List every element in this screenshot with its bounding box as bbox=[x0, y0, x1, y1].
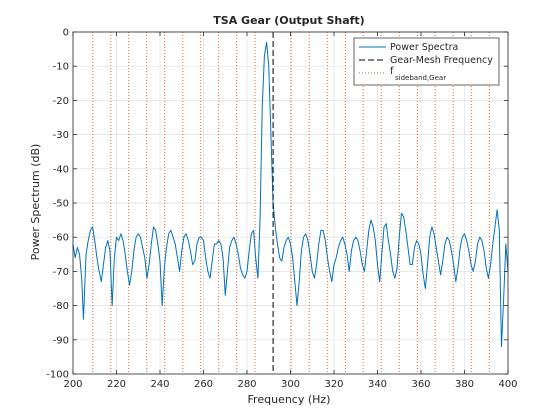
x-tick-label-5: 300 bbox=[281, 379, 300, 390]
y-tick-label-3: -30 bbox=[53, 130, 69, 141]
y-tick-label-4: -40 bbox=[53, 164, 69, 175]
x-tick-label-10: 400 bbox=[498, 379, 517, 390]
x-tick-label-1: 220 bbox=[107, 379, 126, 390]
y-tick-label-0: 0 bbox=[63, 28, 69, 39]
y-tick-label-1: -10 bbox=[53, 62, 69, 73]
y-tick-label-2: -20 bbox=[53, 96, 69, 107]
legend-box bbox=[353, 37, 500, 86]
y-tick-label-8: -80 bbox=[53, 301, 69, 312]
x-tick-label-7: 340 bbox=[368, 379, 387, 390]
x-tick-label-8: 360 bbox=[411, 379, 430, 390]
x-axis-ticks: 200 220 240 260 280 300 320 340 360 380 400 bbox=[63, 32, 518, 390]
y-axis-label: Power Spectrum (dB) bbox=[29, 144, 42, 261]
x-tick-label-4: 280 bbox=[237, 379, 256, 390]
legend-entry-power: Power Spectra bbox=[390, 42, 458, 53]
y-tick-label-10: -100 bbox=[46, 370, 69, 381]
series-line-0 bbox=[72, 41, 509, 348]
legend: Power Spectra Gear-Mesh Frequency f side… bbox=[353, 37, 500, 86]
legend-entry-sideband: f bbox=[390, 66, 394, 77]
legend-entry-mesh: Gear-Mesh Frequency bbox=[390, 55, 493, 66]
x-tick-label-2: 240 bbox=[150, 379, 169, 390]
y-tick-label-5: -50 bbox=[53, 199, 69, 210]
y-tick-label-7: -70 bbox=[53, 267, 69, 278]
x-tick-label-6: 320 bbox=[324, 379, 343, 390]
sideband-lines bbox=[92, 32, 490, 374]
x-tick-label-3: 260 bbox=[194, 379, 213, 390]
y-axis-ticks: 0 -10 -20 -30 -40 -50 -60 -70 -80 -90 -100 bbox=[46, 28, 508, 381]
x-tick-label-9: 380 bbox=[455, 379, 474, 390]
x-axis-label: Frequency (Hz) bbox=[248, 393, 331, 406]
y-tick-label-9: -90 bbox=[53, 335, 69, 346]
chart-title: TSA Gear (Output Shaft) bbox=[213, 14, 364, 27]
x-tick-label-0: 200 bbox=[63, 379, 82, 390]
series-layer bbox=[72, 41, 509, 348]
y-tick-label-6: -60 bbox=[53, 233, 69, 244]
legend-entry-sideband-subscript: sideband,Gear bbox=[395, 74, 446, 82]
